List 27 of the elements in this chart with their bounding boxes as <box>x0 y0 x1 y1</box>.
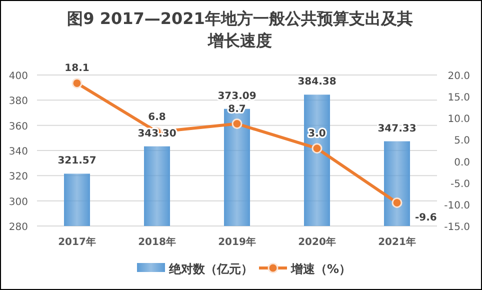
y-tick-label: 320 <box>8 172 28 183</box>
y-tick-label: 400 <box>8 71 28 82</box>
y2-tick-label: 10.0 <box>448 114 470 126</box>
y2-tick-label: 5.0 <box>454 136 470 147</box>
x-tick-label: 2021年 <box>378 236 416 248</box>
y-tick-label: 280 <box>8 222 28 233</box>
point <box>392 197 402 208</box>
y-tick-label: 380 <box>8 96 28 108</box>
point <box>72 78 82 88</box>
x-tick-label: 2020年 <box>298 236 336 248</box>
y2-tick-label: 0.0 <box>454 157 470 168</box>
y-tick-label: 360 <box>8 121 28 132</box>
legend-label: 增速（%） <box>290 262 352 276</box>
y2-tick-label: 15.0 <box>448 92 470 104</box>
chart-title: 图9 2017—2021年地方一般公共预算支出及其增长速度 <box>66 8 414 52</box>
y2-tick-label: 20.0 <box>448 71 470 82</box>
y2-tick-label: -5.0 <box>450 178 470 190</box>
legend-label: 绝对数（亿元） <box>168 262 253 276</box>
x-tick-label: 2019年 <box>218 236 256 248</box>
y2-tick-label: -15.0 <box>444 222 470 233</box>
x-tick-label: 2017年 <box>58 236 96 248</box>
y-tick-label: 300 <box>8 196 28 208</box>
point <box>312 143 322 154</box>
point <box>232 118 242 129</box>
y2-tick-label: -10.0 <box>444 200 470 212</box>
y-tick-label: 340 <box>8 146 28 158</box>
x-tick-label: 2018年 <box>138 236 176 248</box>
